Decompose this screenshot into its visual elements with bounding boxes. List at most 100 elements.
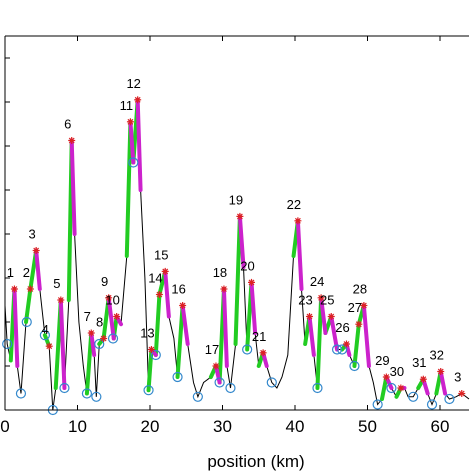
peak-marker-stroke	[88, 330, 95, 336]
fall-segment	[221, 287, 229, 368]
peak-marker	[147, 346, 155, 353]
peak-marker-stroke	[383, 374, 390, 380]
valley-marker	[386, 382, 397, 394]
rise-segment	[124, 119, 133, 258]
peak-label: 7	[84, 309, 91, 324]
peak-label: 24	[310, 274, 324, 289]
peak-label: 1	[7, 265, 14, 280]
valley-marker	[59, 382, 70, 394]
valley-marker	[21, 316, 32, 328]
valley-marker	[2, 338, 13, 350]
peak-marker-stroke	[318, 294, 325, 301]
peak-label: 30	[390, 364, 404, 379]
peak-label: 17	[205, 342, 219, 357]
peak-marker	[113, 313, 121, 320]
peak-marker	[355, 320, 363, 328]
peak-marker	[342, 340, 350, 348]
peak-label: 27	[348, 300, 362, 315]
valley-marker	[143, 385, 154, 396]
valley-marker	[94, 338, 105, 350]
peak-marker-stroke	[294, 217, 301, 224]
valley-marker	[81, 388, 93, 399]
peak-label: 21	[252, 329, 266, 344]
fall-segment	[438, 369, 448, 396]
peak-marker-stroke	[148, 346, 155, 353]
fall-segment	[135, 97, 143, 192]
fall-segment	[261, 350, 269, 368]
valley-marker	[39, 330, 50, 341]
valley-marker	[150, 349, 161, 361]
peak-marker-stroke	[127, 118, 134, 125]
valley-marker	[107, 333, 119, 344]
x-tick-label: 60	[431, 417, 450, 436]
peak-marker-stroke	[105, 294, 112, 301]
valley-marker	[242, 344, 253, 355]
peak-marker	[134, 96, 142, 104]
peak-label: 3	[29, 227, 36, 242]
rise-segment	[153, 292, 162, 357]
x-tick-label: 0	[0, 417, 9, 436]
peak-marker-stroke	[134, 96, 141, 103]
peak-label: 2	[23, 265, 30, 280]
peak-label: 13	[140, 326, 154, 341]
fall-segment	[180, 303, 190, 346]
plot-background	[5, 36, 469, 410]
peak-marker-stroke	[33, 247, 40, 254]
valley-marker	[225, 382, 236, 394]
fall-segment	[249, 280, 258, 335]
peak-label: 12	[126, 76, 140, 91]
peak-marker-stroke	[306, 313, 313, 320]
fall-segment	[58, 298, 67, 390]
fall-segment	[106, 295, 116, 341]
valley-marker	[266, 377, 277, 388]
peak-marker-stroke	[46, 343, 53, 350]
peak-marker-stroke	[343, 341, 350, 347]
peak-label: 31	[412, 355, 426, 370]
fall-segment	[307, 314, 316, 357]
fall-segment	[69, 138, 77, 236]
peak-label: 5	[53, 276, 60, 291]
valley-marker	[372, 399, 383, 410]
peak-marker	[179, 302, 187, 309]
peak-label: 15	[154, 247, 168, 262]
valley-marker	[444, 393, 455, 405]
peak-label: 6	[64, 117, 71, 132]
peak-marker-stroke	[213, 363, 219, 369]
fall-segment	[128, 119, 136, 165]
fall-segment	[361, 303, 371, 368]
peak-marker-stroke	[57, 297, 64, 303]
fall-segment	[319, 295, 328, 335]
fall-segment	[421, 377, 430, 396]
peak-marker	[57, 296, 65, 304]
peak-marker-stroke	[236, 213, 243, 220]
peak-marker	[458, 390, 466, 397]
rise-segment	[315, 295, 324, 390]
valley-marker	[426, 399, 438, 410]
valley-marker	[15, 388, 27, 399]
fall-segment	[384, 375, 394, 390]
peak-label: 11	[120, 98, 134, 113]
peak-marker-stroke	[397, 385, 404, 391]
peak-marker-stroke	[179, 302, 186, 309]
peak-marker	[294, 217, 302, 225]
peak-marker-stroke	[458, 390, 465, 397]
peak-label: 3	[454, 370, 461, 385]
peak-marker-stroke	[360, 302, 367, 309]
valley-marker	[172, 371, 183, 383]
peak-marker-stroke	[437, 368, 444, 375]
peak-label: 29	[375, 353, 389, 368]
peak-marker	[437, 368, 445, 375]
peak-marker	[26, 285, 34, 293]
valley-marker	[337, 344, 348, 355]
peak-marker	[382, 373, 390, 381]
rise-segment	[84, 331, 94, 396]
peak-label: 16	[171, 282, 185, 297]
fall-segment	[329, 314, 340, 352]
peak-label: 9	[101, 274, 108, 289]
peak-marker-stroke	[27, 286, 34, 292]
rise-segment	[24, 287, 33, 324]
peak-marker	[236, 212, 244, 220]
peak-marker	[327, 313, 335, 320]
